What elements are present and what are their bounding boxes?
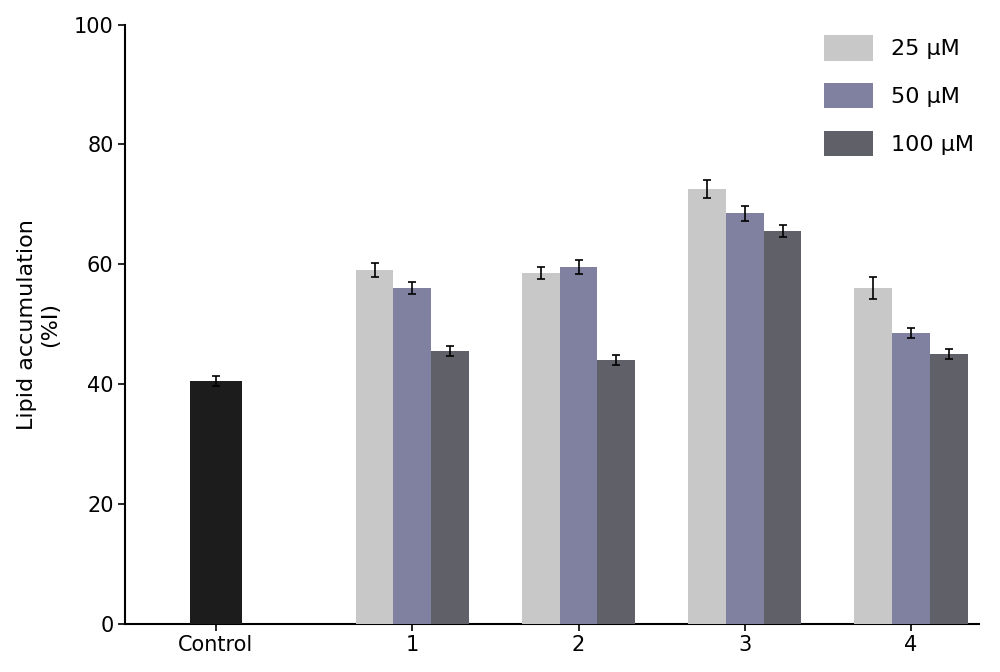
Bar [726,213,764,624]
Bar [688,190,726,624]
Bar [560,267,597,624]
Bar [356,270,393,624]
Bar [522,274,560,624]
Bar [431,351,469,624]
Bar [892,333,930,624]
Y-axis label: Lipid accumulation
(%I): Lipid accumulation (%I) [17,218,60,429]
Bar [393,288,431,624]
Bar [764,231,801,624]
Legend: 25 μM, 50 μM, 100 μM: 25 μM, 50 μM, 100 μM [813,24,985,167]
Bar [190,381,242,624]
Bar [930,354,968,624]
Bar [597,360,635,624]
Bar [854,288,892,624]
